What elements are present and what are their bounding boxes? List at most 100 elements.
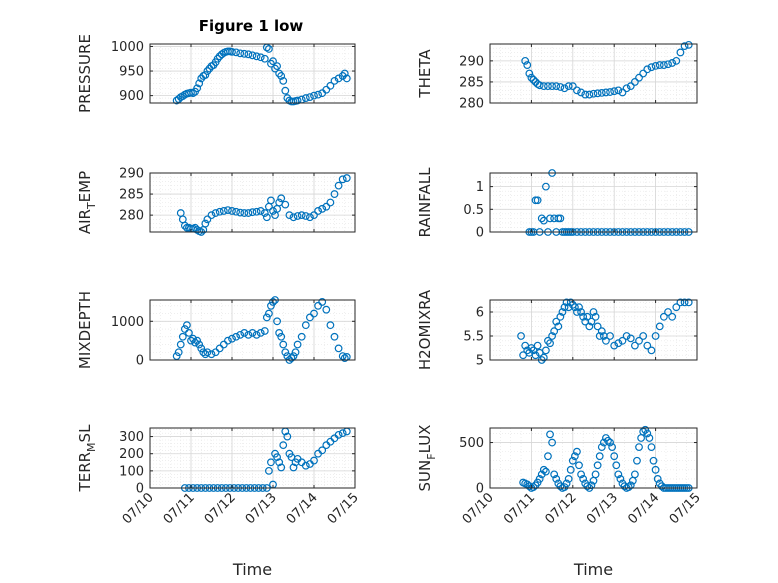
data-point <box>573 86 581 95</box>
axes-box <box>149 299 356 361</box>
data-point <box>342 174 351 182</box>
data-point <box>643 65 652 74</box>
data-point <box>228 334 236 343</box>
data-point <box>256 329 265 337</box>
data-point <box>552 82 561 91</box>
data-point <box>606 438 614 447</box>
y-tick-label: 285 <box>119 188 144 203</box>
data-point <box>201 219 210 228</box>
data-point <box>342 74 351 83</box>
data-point <box>606 88 614 96</box>
data-point <box>651 332 660 340</box>
data-point <box>680 42 689 51</box>
data-point <box>310 309 318 318</box>
data-point <box>577 88 585 97</box>
data-point <box>546 430 554 439</box>
x-tick-label: 07/12 <box>202 490 239 527</box>
data-point <box>306 213 314 222</box>
data-point <box>240 329 249 337</box>
data-point <box>334 181 343 190</box>
x-tick-label: 07/13 <box>243 490 280 527</box>
data-point <box>256 53 265 62</box>
data-point <box>589 89 598 98</box>
data-point <box>223 206 232 214</box>
data-point <box>579 312 588 321</box>
data-point <box>330 190 339 198</box>
data-point <box>318 204 327 213</box>
y-tick-label: 0 <box>476 226 484 241</box>
y-tick-label: 1000 <box>111 315 144 330</box>
data-point <box>223 336 232 345</box>
data-point <box>664 60 672 69</box>
y-tick-label: 0 <box>136 482 144 497</box>
data-point <box>544 82 552 91</box>
data-point <box>232 48 241 57</box>
data-point <box>539 82 548 91</box>
data-point <box>631 470 639 479</box>
data-point <box>203 348 212 357</box>
data-point <box>548 438 556 447</box>
y-tick-label: 280 <box>459 97 484 112</box>
data-point <box>195 79 204 88</box>
data-point <box>651 465 660 474</box>
data-point <box>573 308 581 316</box>
data-point <box>322 305 331 314</box>
data-point <box>182 321 191 330</box>
data-point <box>193 84 202 93</box>
data-point <box>570 303 579 312</box>
data-point <box>265 309 273 318</box>
y-axis-label: PRESSURE <box>76 34 94 113</box>
data-point <box>560 84 569 93</box>
data-point <box>653 475 662 483</box>
data-point <box>269 207 277 215</box>
data-point <box>338 352 347 361</box>
data-point <box>207 350 216 359</box>
data-point <box>550 327 559 336</box>
data-point <box>334 430 343 439</box>
y-tick-label: 0 <box>476 482 484 497</box>
data-point <box>340 69 349 78</box>
data-point <box>338 175 347 184</box>
data-point <box>314 207 323 215</box>
data-point <box>252 52 261 61</box>
data-point <box>287 354 296 362</box>
data-point <box>244 209 253 217</box>
data-point <box>228 47 236 56</box>
data-point <box>535 475 544 483</box>
data-point <box>622 332 631 340</box>
data-point <box>556 482 565 491</box>
data-point <box>279 340 288 349</box>
data-point <box>597 327 606 336</box>
data-point <box>614 339 623 348</box>
y-tick-label: 500 <box>459 436 484 451</box>
data-point <box>573 447 581 456</box>
data-point <box>269 57 277 66</box>
data-point <box>330 332 339 341</box>
data-point <box>281 86 290 95</box>
data-point <box>622 84 631 93</box>
x-axis-label: Time <box>232 560 272 579</box>
data-point <box>570 452 579 461</box>
axes-box <box>149 172 356 233</box>
data-point <box>647 63 656 72</box>
y-tick-label: 300 <box>119 430 144 445</box>
data-point <box>267 196 275 205</box>
y-tick-label: 290 <box>119 167 144 182</box>
data-point <box>604 436 612 445</box>
data-point <box>568 82 577 91</box>
y-tick-label: 280 <box>119 209 144 224</box>
data-point <box>289 463 298 472</box>
y-axis-label: THETA <box>416 49 434 99</box>
data-point <box>626 481 635 490</box>
data-point <box>676 48 685 57</box>
x-axis-label: Time <box>573 560 613 579</box>
y-axis-label: MIXDEPTH <box>76 291 94 369</box>
data-point <box>269 298 277 306</box>
data-point <box>211 348 220 357</box>
data-point <box>544 336 552 345</box>
data-point <box>199 348 208 357</box>
data-point <box>207 211 216 220</box>
data-point <box>591 312 600 321</box>
data-point <box>659 61 668 69</box>
data-point <box>684 298 693 307</box>
